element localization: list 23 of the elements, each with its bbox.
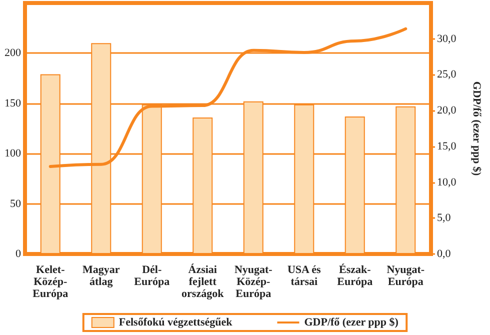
x-tick-label: Észak-Európa [337, 263, 374, 288]
y2-tick-label: 0,0 [437, 248, 452, 260]
x-tick-label: Kelet-Közép-Európa [32, 264, 69, 300]
x-tick-label: Ázsiai fejlett országok [182, 263, 225, 300]
y-tick-label: 150 [4, 97, 22, 110]
y-tick-label: 50 [10, 198, 22, 210]
y-tick-label: 100 [4, 148, 22, 160]
legend-label: Felsőfokú végzettségűek [118, 316, 234, 328]
x-tick-label: Nyugat-Közép-Európa [234, 264, 273, 300]
y2-tick-label: 20,0 [437, 104, 457, 117]
y2-tick-label: 15,0 [437, 140, 457, 152]
y2-tick-label: 5,0 [437, 212, 452, 224]
x-tick-label: USA és társai [287, 264, 322, 288]
y2-tick-label: 10,0 [437, 176, 457, 188]
y-tick-label: 200 [4, 47, 22, 60]
legend-label: GDP/fő (ezer ppp $) [304, 316, 399, 328]
x-tick-label: Nyugat-Európa [386, 264, 425, 288]
y2-tick-label: 25,0 [437, 68, 457, 81]
x-tick-label: Dél-Európa [134, 264, 170, 288]
y2-axis-title: GDP/fő (ezer ppp $) [470, 81, 482, 176]
x-tick-label: Magyar átlag [82, 264, 120, 288]
y2-tick-label: 30,0 [437, 32, 457, 45]
y-tick-label: 0 [16, 248, 22, 260]
